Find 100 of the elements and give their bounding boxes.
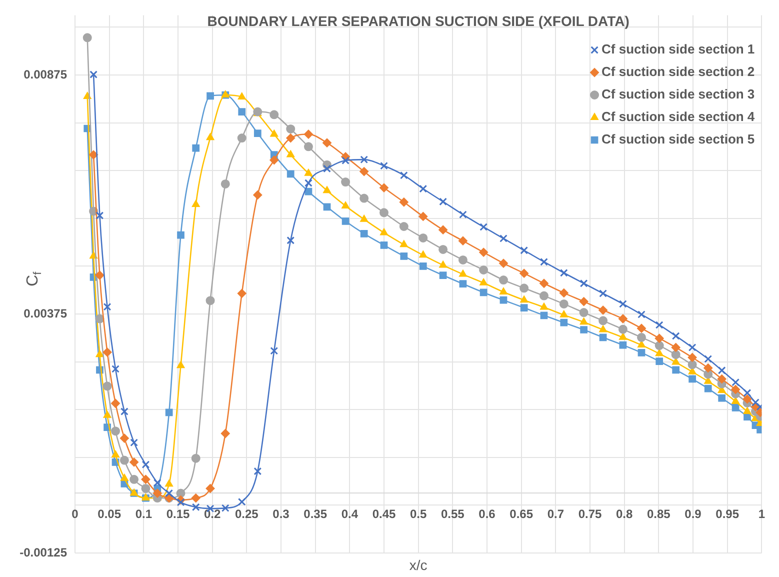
point [304,188,312,196]
point [743,407,752,414]
point [270,110,279,120]
point [220,428,230,438]
point [141,484,150,493]
point [342,156,350,164]
point [360,167,369,176]
point [671,350,680,360]
point [103,410,112,418]
point [254,467,262,476]
x-tick-label: 0.25 [234,506,259,521]
point [237,134,246,143]
point [238,92,246,100]
legend-label: Cf suction side section 2 [602,64,755,80]
x-tick-label: 0.15 [166,506,190,521]
point [498,258,508,268]
point [153,478,162,487]
point [103,302,112,311]
point [253,190,262,200]
point [95,270,104,280]
point [580,318,588,325]
point [704,384,712,392]
x-tick-label: 0.85 [646,506,671,521]
point [636,324,646,333]
point [270,130,278,137]
y-axis-title: Cf [24,270,44,286]
point [89,150,98,160]
point [618,314,628,324]
point [520,246,528,254]
point [206,484,215,493]
point [672,332,680,340]
point [520,296,528,303]
point [599,289,607,298]
point [498,276,508,285]
point [655,349,664,356]
point [732,404,740,412]
legend-label: Cf suction side section 3 [602,86,755,102]
point [360,194,369,203]
point [458,236,468,246]
point [254,130,262,137]
point [459,210,467,218]
point [399,222,408,231]
point [479,266,488,274]
x-tick-label: 0.1 [135,506,152,521]
point [580,279,588,288]
x-tick-label: 0.55 [440,506,465,521]
point [638,310,646,318]
point [520,268,529,278]
point [579,297,588,306]
point [599,325,608,332]
x-tick-label: 0.65 [510,506,534,521]
point [96,212,104,220]
point [270,346,278,355]
point [120,434,129,443]
point [191,454,200,463]
point [380,183,388,192]
point [619,300,627,308]
point [688,360,697,370]
point [654,334,664,343]
point [656,358,664,365]
point [238,108,246,116]
point [177,231,184,239]
point [480,288,488,296]
point [598,316,608,326]
point [176,361,185,368]
point [380,241,388,249]
point [286,170,294,178]
x-tick-label: 0 [72,506,79,521]
point [559,288,568,298]
point [540,312,548,320]
point [458,255,468,264]
point [618,324,628,334]
point [360,230,368,238]
point [672,358,680,365]
x-tick-label: 0.5 [410,506,427,521]
point [120,474,128,481]
point [419,184,428,193]
point [704,363,713,372]
point [731,385,740,394]
point [237,288,246,298]
point [206,296,215,306]
point [380,228,388,236]
point [742,394,752,404]
point [418,233,428,242]
point [130,474,139,484]
legend-label: Cf suction side section 5 [602,132,755,147]
point [500,234,508,242]
point [112,365,120,373]
point [598,306,608,315]
point [400,252,408,260]
point [323,164,331,173]
point [439,198,447,206]
point [419,250,428,258]
point [438,244,448,254]
point [102,382,112,391]
point [380,208,388,218]
x-tick-label: 0.7 [547,506,564,521]
point [90,70,98,78]
point [191,494,200,503]
point [732,378,740,386]
